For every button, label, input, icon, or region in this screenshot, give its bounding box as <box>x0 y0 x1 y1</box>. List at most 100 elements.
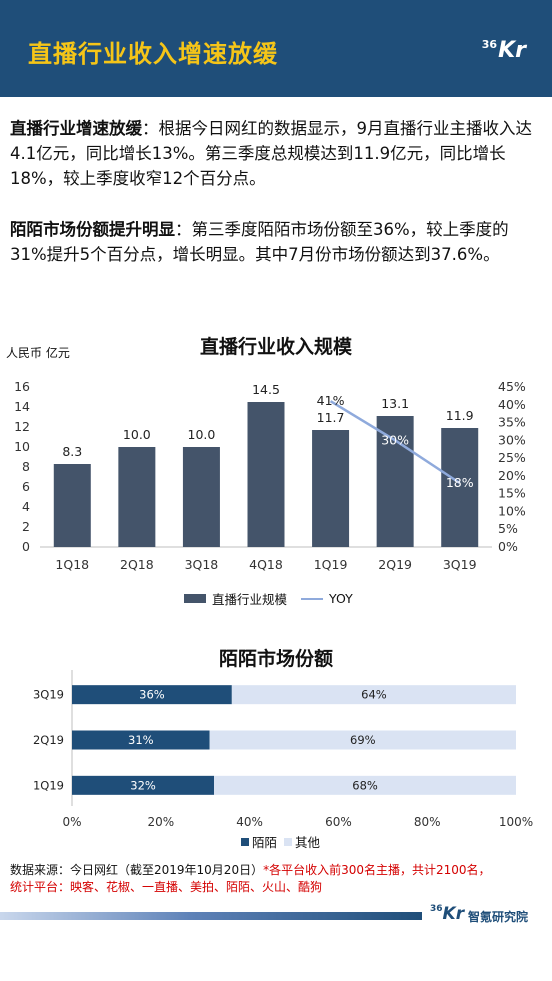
source-platforms: 统计平台：映客、花椒、一直播、美拍、陌陌、火山、酷狗 <box>10 880 323 894</box>
chart2-legend: 陌陌 其他 <box>241 832 320 851</box>
yoy-value-label: 41% <box>317 393 345 408</box>
data-source-note: 数据来源：今日网红（截至2019年10月20日）*各平台收入前300名主播，共计… <box>10 862 550 896</box>
y2-tick-label: 45% <box>498 379 526 394</box>
category-label: 2Q19 <box>33 733 64 747</box>
legend-swatch-momo <box>241 837 249 846</box>
category-label: 1Q19 <box>33 778 64 792</box>
legend-label-bar: 直播行业规模 <box>212 592 288 607</box>
y-tick-label: 2 <box>22 519 30 534</box>
category-label: 3Q19 <box>33 688 64 702</box>
other-share-bar <box>231 685 516 705</box>
revenue-bar <box>441 428 479 547</box>
chart2-title: 陌陌市场份额 <box>218 648 333 670</box>
y-tick-label: 10 <box>14 439 30 454</box>
page-title: 直播行业收入增速放缓 <box>28 40 278 68</box>
revenue-bar <box>247 402 285 547</box>
yoy-line <box>329 400 461 485</box>
market-share-chart: 3Q19 36% 64% 2Q19 31% 69% 1Q19 32% 68% 0% 20% 40% 60… <box>33 670 533 829</box>
footer-logo-number: 36 <box>430 904 443 914</box>
x-tick-label: 40% <box>236 815 263 829</box>
bar-value-label: 10.0 <box>188 427 216 442</box>
y-tick-label: 14 <box>14 399 30 414</box>
x-tick-label: 1Q19 <box>314 557 348 572</box>
y2-tick-label: 5% <box>498 521 518 536</box>
x-tick-label: 4Q18 <box>249 557 283 572</box>
bar-value-label: 11.7 <box>317 410 345 425</box>
logo-number: 36 <box>481 38 498 51</box>
revenue-chart: 0 2 4 6 8 10 12 14 16 0% 5% 10% 15% 20% 25% 30% 35% 40% 45… <box>14 379 526 572</box>
share-value-label: 36% <box>139 688 165 702</box>
x-tick-label: 0% <box>62 815 81 829</box>
revenue-bar <box>312 430 350 547</box>
footer-36kr-logo: 36Kr <box>430 904 464 924</box>
chart1-legend: 直播行业规模 YOY <box>184 589 353 608</box>
y-tick-label: 6 <box>22 479 30 494</box>
footer-gradient-bar <box>0 912 422 920</box>
x-tick-label: 60% <box>325 815 352 829</box>
paragraph-2-text: ：第三季度陌陌市场份额至36%，较上季度的31%提升5个百分点，增长明显。其中7… <box>10 220 509 264</box>
paragraph-2: 陌陌市场份额提升明显：第三季度陌陌市场份额至36%，较上季度的31%提升5个百分… <box>10 217 545 267</box>
footer-institute-name: 智氪研究院 <box>468 910 529 924</box>
other-share-bar <box>209 730 516 750</box>
revenue-bar <box>182 447 220 547</box>
y-tick-label: 16 <box>14 379 30 394</box>
y-tick-label: 12 <box>14 419 30 434</box>
y2-tick-label: 40% <box>498 397 526 412</box>
bar-value-label: 13.1 <box>381 396 409 411</box>
header-banner: 直播行业收入增速放缓 36Kr <box>0 0 552 97</box>
bar-value-label: 11.9 <box>446 408 474 423</box>
paragraph-1: 直播行业增速放缓：根据今日网红的数据显示，9月直播行业主播收入达4.1亿元，同比… <box>10 116 545 191</box>
x-tick-label: 100% <box>499 815 533 829</box>
share-value-label: 31% <box>128 733 154 747</box>
chart1-unit-label: 人民币 亿元 <box>6 346 70 360</box>
paragraph-1-heading: 直播行业增速放缓 <box>10 119 142 138</box>
y2-tick-label: 30% <box>498 432 526 447</box>
other-share-bar <box>214 775 516 795</box>
yoy-value-label: 30% <box>381 432 409 447</box>
y2-tick-label: 15% <box>498 486 526 501</box>
revenue-bar <box>376 416 414 547</box>
y2-tick-label: 35% <box>498 415 526 430</box>
y-tick-label: 8 <box>22 459 30 474</box>
36kr-logo: 36Kr <box>482 38 526 63</box>
paragraph-2-heading: 陌陌市场份额提升明显 <box>10 220 175 239</box>
bar-value-label: 14.5 <box>252 382 280 397</box>
bar-value-label: 10.0 <box>123 427 151 442</box>
logo-letters: Kr <box>498 38 526 63</box>
x-tick-label: 1Q18 <box>55 557 89 572</box>
x-tick-label: 80% <box>414 815 441 829</box>
x-tick-label: 2Q19 <box>378 557 412 572</box>
revenue-bar <box>118 447 156 547</box>
y2-tick-label: 0% <box>498 539 518 554</box>
x-tick-label: 2Q18 <box>120 557 154 572</box>
y2-tick-label: 10% <box>498 503 526 518</box>
y-tick-label: 0 <box>22 539 30 554</box>
source-text: 数据来源：今日网红（截至2019年10月20日） <box>10 863 264 877</box>
share-value-label: 64% <box>361 688 387 702</box>
legend-swatch-bar <box>184 594 206 603</box>
legend-label-other: 其他 <box>295 835 321 850</box>
bar-value-label: 8.3 <box>62 444 82 459</box>
chart1-title: 直播行业收入规模 <box>199 336 352 358</box>
share-value-label: 32% <box>130 778 156 792</box>
y-tick-label: 4 <box>22 499 30 514</box>
footer-logo-letters: Kr <box>442 904 465 924</box>
momo-share-bar <box>72 775 215 795</box>
momo-share-bar <box>72 730 210 750</box>
revenue-bar <box>53 464 91 547</box>
legend-label-line: YOY <box>329 591 353 606</box>
source-note-red: *各平台收入前300名主播，共计2100名， <box>263 863 491 877</box>
legend-swatch-line <box>301 597 324 600</box>
momo-share-bar <box>72 685 232 705</box>
legend-swatch-other <box>284 837 293 846</box>
legend-label-momo: 陌陌 <box>252 835 278 850</box>
y2-tick-label: 20% <box>498 468 526 483</box>
share-value-label: 68% <box>352 778 378 792</box>
y2-tick-label: 25% <box>498 450 526 465</box>
x-tick-label: 3Q19 <box>443 557 477 572</box>
x-tick-label: 20% <box>147 815 174 829</box>
paragraph-1-text: ：根据今日网红的数据显示，9月直播行业主播收入达4.1亿元，同比增长13%。第三… <box>10 119 532 188</box>
x-tick-label: 3Q18 <box>185 557 219 572</box>
yoy-value-label: 18% <box>446 475 474 490</box>
share-value-label: 69% <box>350 733 376 747</box>
